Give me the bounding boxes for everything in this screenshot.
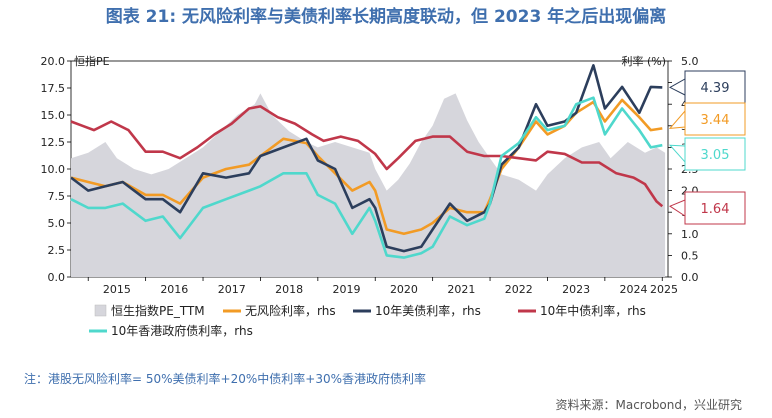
left-tick-label: 5.0 <box>48 217 66 230</box>
legend-label: 10年中债利率，rhs <box>540 303 646 318</box>
x-tick-label: 2017 <box>218 283 246 296</box>
legend-swatch <box>94 304 107 317</box>
x-tick-label: 2016 <box>160 283 188 296</box>
left-axis-label: 恒指PE <box>74 54 110 68</box>
x-tick-label: 2025 <box>650 283 678 296</box>
end-label-pointer <box>668 109 686 130</box>
series-line-4 <box>70 96 663 259</box>
legend-label: 10年香港政府债利率，rhs <box>111 323 253 338</box>
left-tick-label: 2.5 <box>48 244 66 257</box>
x-tick-label: 2020 <box>390 283 418 296</box>
left-tick-label: 7.5 <box>48 190 66 203</box>
end-label-box <box>684 191 746 225</box>
end-label-pointer <box>668 78 686 96</box>
end-label-box <box>684 70 746 104</box>
source-note: 资料来源：Macrobond，兴业研究 <box>555 398 743 412</box>
x-tick-label: 2023 <box>562 283 590 296</box>
left-tick-label: 12.5 <box>41 136 66 149</box>
end-label-pointer <box>668 199 686 217</box>
x-tick-label: 2015 <box>103 283 131 296</box>
end-label-value: 3.44 <box>701 113 730 128</box>
series-area-0 <box>71 93 666 278</box>
left-tick-label: 15.0 <box>41 109 66 122</box>
end-label-value: 4.39 <box>701 81 730 96</box>
series-line-3 <box>70 105 664 208</box>
x-tick-label: 2024 <box>620 283 648 296</box>
right-tick-label: 0.5 <box>681 249 699 262</box>
legend-label: 无风险利率，rhs <box>245 303 336 318</box>
x-tick-label: 2022 <box>505 283 533 296</box>
chart-title: 图表 21: 无风险利率与美债利率长期高度联动，但 2023 年之后出现偏离 <box>105 7 667 27</box>
x-tick-label: 2018 <box>275 283 303 296</box>
x-tick-label: 2019 <box>333 283 361 296</box>
right-tick-label: 5.0 <box>681 55 699 68</box>
end-label-pointer <box>668 144 686 164</box>
right-tick-label: 0.0 <box>681 271 699 284</box>
right-axis-label: 利率 (%) <box>621 54 666 68</box>
footnote: 注：港股无风险利率= 50%美债利率+20%中债利率+30%香港政府债利率 <box>24 372 426 386</box>
series-line-2 <box>70 64 663 253</box>
left-tick-label: 0.0 <box>48 271 66 284</box>
left-tick-label: 17.5 <box>41 82 66 95</box>
legend-label: 恒生指数PE_TTM <box>111 303 205 318</box>
left-tick-label: 20.0 <box>41 55 66 68</box>
right-tick-label: 1.0 <box>681 228 699 241</box>
x-tick-label: 2021 <box>447 283 475 296</box>
left-tick-label: 10.0 <box>41 163 66 176</box>
end-label-box <box>684 137 746 171</box>
end-label-value: 1.64 <box>701 202 730 217</box>
end-label-value: 3.05 <box>701 148 730 163</box>
legend-label: 10年美债利率，rhs <box>375 303 481 318</box>
end-label-box <box>684 102 746 136</box>
